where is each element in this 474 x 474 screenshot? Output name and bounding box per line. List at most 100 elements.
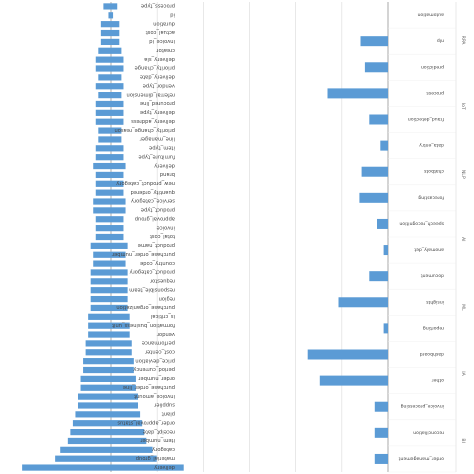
bar bbox=[22, 464, 184, 471]
tick-label: region bbox=[159, 295, 175, 301]
tick-label: order_approval_status bbox=[117, 419, 175, 425]
category-label: order_management bbox=[398, 455, 444, 461]
category-label: chatbots bbox=[423, 168, 444, 174]
tick-label: new_product_category bbox=[116, 180, 175, 186]
bar bbox=[374, 453, 388, 464]
bar bbox=[95, 233, 124, 241]
tick-label: brand bbox=[160, 171, 175, 177]
bar bbox=[72, 420, 143, 427]
bar bbox=[95, 189, 124, 196]
category-label: forecasting bbox=[418, 194, 444, 200]
bar bbox=[95, 56, 124, 63]
bar bbox=[95, 100, 124, 108]
category-label: nlp bbox=[437, 38, 444, 44]
bar bbox=[60, 446, 153, 453]
tick-label: vendor bbox=[156, 331, 175, 337]
tick-label: purchase_order_number bbox=[111, 251, 175, 257]
bar bbox=[90, 269, 128, 276]
tick-label: id bbox=[170, 12, 175, 18]
bar bbox=[75, 411, 141, 418]
tick-label: purchase_organization bbox=[116, 304, 175, 310]
group-label: RPA bbox=[460, 36, 466, 46]
category-label: fraud_detection bbox=[408, 116, 444, 122]
tick-label: formation_business_unit bbox=[112, 322, 175, 328]
bar bbox=[380, 140, 388, 151]
category-label: reporting bbox=[423, 325, 444, 331]
tick-label: delivery_sla bbox=[144, 56, 175, 62]
bar bbox=[364, 62, 388, 73]
bar bbox=[98, 92, 122, 99]
category-label: automation bbox=[417, 12, 444, 18]
bar bbox=[93, 162, 126, 170]
tick-label: purchase_order_line bbox=[123, 384, 175, 390]
tick-label: cost_center bbox=[144, 348, 175, 354]
bar bbox=[95, 118, 124, 125]
bar bbox=[100, 21, 120, 28]
bar bbox=[80, 375, 136, 382]
tick-label: period_currency bbox=[133, 366, 175, 372]
bar bbox=[95, 83, 124, 90]
bar bbox=[359, 192, 388, 203]
bar bbox=[307, 349, 388, 360]
category-label: dashboard bbox=[420, 351, 444, 357]
tick-label: is_critical bbox=[151, 313, 175, 319]
bar bbox=[93, 260, 126, 267]
tick-label: material_group bbox=[135, 455, 175, 461]
bar bbox=[98, 127, 122, 134]
bar bbox=[93, 198, 126, 205]
bar bbox=[98, 47, 122, 54]
bar bbox=[77, 402, 139, 409]
tick-label: delivery_date bbox=[140, 74, 175, 80]
tick-label: priority_change bbox=[135, 65, 175, 71]
bar bbox=[88, 313, 130, 320]
bar bbox=[327, 88, 388, 99]
category-label: other bbox=[432, 377, 444, 383]
category-label: process bbox=[426, 90, 444, 96]
bar bbox=[80, 384, 136, 391]
tick-label: furniture_type bbox=[138, 153, 175, 159]
tick-label: vendor_type bbox=[143, 82, 175, 88]
bar bbox=[377, 218, 388, 229]
group-label: AI bbox=[460, 237, 466, 242]
category-label: data_entry bbox=[419, 142, 444, 148]
tick-label: category bbox=[152, 446, 175, 452]
group-label: ML bbox=[460, 304, 466, 311]
bar bbox=[98, 74, 122, 81]
tick-label: priority_change_reason bbox=[114, 127, 175, 133]
category-label: invoice_processing bbox=[401, 403, 444, 409]
group-label: IoT bbox=[460, 103, 466, 110]
category-label: anomaly_det bbox=[414, 247, 444, 253]
bar bbox=[70, 428, 145, 436]
bar bbox=[88, 322, 130, 329]
group-label: IA bbox=[460, 371, 466, 376]
tick-label: service_category bbox=[131, 198, 175, 204]
bar bbox=[77, 393, 139, 400]
bar bbox=[383, 323, 388, 334]
bar bbox=[100, 38, 120, 46]
tick-label: delivery bbox=[154, 162, 175, 168]
tick-label: product_category bbox=[130, 269, 175, 275]
tick-label: procured_line bbox=[140, 100, 175, 106]
category-label: document bbox=[421, 273, 444, 279]
bar bbox=[383, 245, 388, 256]
bar bbox=[319, 375, 388, 386]
tick-label: delivery bbox=[154, 464, 175, 470]
tick-label: requestor bbox=[149, 278, 175, 284]
tick-label: item_type bbox=[149, 145, 175, 151]
tick-label: total_cost bbox=[150, 233, 175, 239]
tick-label: supplier bbox=[153, 402, 175, 408]
bar bbox=[85, 349, 132, 356]
tick-label: creator bbox=[156, 47, 175, 53]
tick-label: receipt_date bbox=[143, 428, 175, 434]
group-label: BI bbox=[460, 438, 466, 443]
tick-label: referral_dimension bbox=[127, 91, 176, 97]
tick-label: delivery_address bbox=[131, 118, 175, 124]
bar bbox=[369, 271, 388, 282]
tick-label: invoice_amount bbox=[134, 393, 175, 399]
bar bbox=[90, 287, 128, 294]
bar bbox=[95, 216, 124, 223]
tick-label: quantity_ordered bbox=[131, 189, 175, 195]
tick-label: plant bbox=[162, 411, 175, 417]
bar bbox=[90, 295, 128, 303]
